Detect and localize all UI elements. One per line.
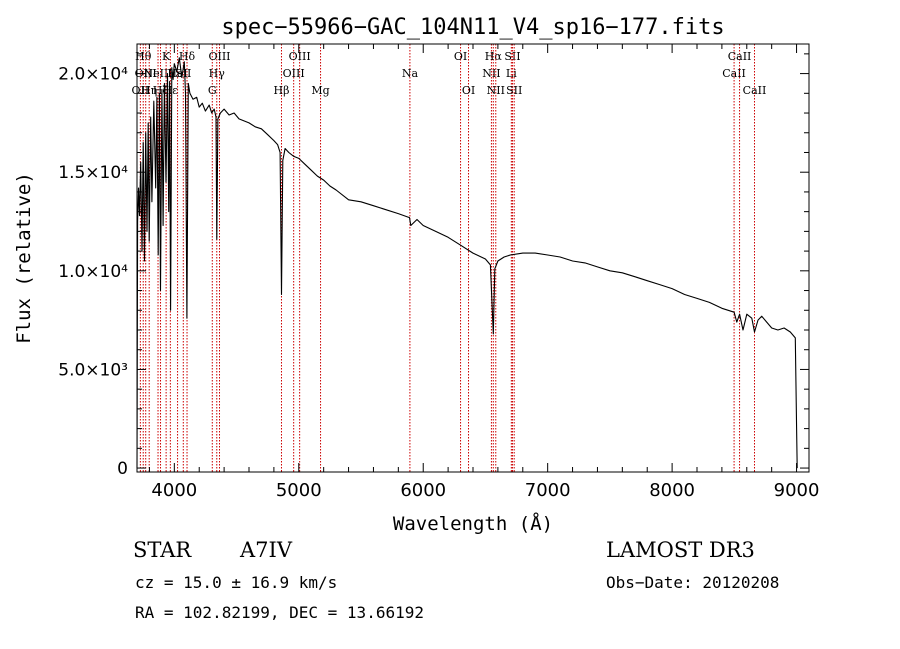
spectral-line-label: Hε <box>163 84 179 97</box>
spectral-line-label: G <box>208 84 217 97</box>
y-tick-label: 2.0×10⁴ <box>58 65 128 85</box>
spectral-line-label: OI <box>454 50 467 63</box>
x-tick-label: 4000 <box>151 480 197 501</box>
y-tick-label: 0 <box>117 459 128 479</box>
observation-date: Obs−Date: 20120208 <box>606 573 780 592</box>
spectral-line-label: Na <box>402 67 419 80</box>
x-tick-label: 9000 <box>774 480 820 501</box>
spectral-line-label: OIII <box>283 67 305 80</box>
spectral-line-label: Hα <box>485 50 503 63</box>
object-class: STAR <box>133 538 192 562</box>
spectral-line-label: SII <box>504 50 520 63</box>
x-tick-label: 5000 <box>276 480 322 501</box>
spectral-line-label: NeIII <box>143 67 172 80</box>
spectral-line-label: Mg <box>311 84 329 97</box>
plot-frame <box>136 43 810 473</box>
spectral-line-label: CaII <box>728 50 752 63</box>
sky-coordinates: RA = 102.82199, DEC = 13.66192 <box>135 603 424 622</box>
flux-series-line <box>136 57 798 469</box>
spectral-line-label: CaII <box>722 67 746 80</box>
spectral-line-label: Li <box>506 67 517 80</box>
spectral-line-label: Hη <box>141 84 157 97</box>
spectral-line-label: Hδ <box>179 50 196 63</box>
spectral-line-label: Hθ <box>135 50 152 63</box>
spectral-line-label: OIII <box>208 50 230 63</box>
spectral-line-label: K <box>162 50 171 63</box>
y-tick-label: 5.0×10³ <box>58 360 128 380</box>
spectral-line-label: SII <box>506 84 522 97</box>
x-tick-label: 6000 <box>400 480 446 501</box>
survey-name: LAMOST DR3 <box>606 538 755 562</box>
spectral-subclass: A7IV <box>240 538 292 562</box>
y-axis-label: Flux (relative) <box>13 172 35 344</box>
spectral-line-label: CaII <box>743 84 767 97</box>
spectral-line-label: Hγ <box>209 67 226 80</box>
spectral-line-label: SII <box>175 67 191 80</box>
spectral-line-label: OII <box>132 84 150 97</box>
y-tick-label: 1.5×10⁴ <box>58 163 128 183</box>
spectral-line-label: NII <box>482 67 500 80</box>
x-tick-label: 7000 <box>525 480 571 501</box>
y-tick-label: 1.0×10⁴ <box>58 262 128 282</box>
spectral-line-label: Hβ <box>274 84 290 97</box>
chart-title: spec−55966−GAC_104N11_V4_sp16−177.fits <box>221 15 724 40</box>
redshift-velocity: cz = 15.0 ± 16.9 km/s <box>135 573 338 592</box>
x-tick-label: 8000 <box>649 480 695 501</box>
spectral-line-label: OIII <box>289 50 311 63</box>
spectral-line-label: NII <box>487 84 505 97</box>
spectral-line-label: OI <box>462 84 475 97</box>
x-axis-label: Wavelength (Å) <box>393 512 553 535</box>
